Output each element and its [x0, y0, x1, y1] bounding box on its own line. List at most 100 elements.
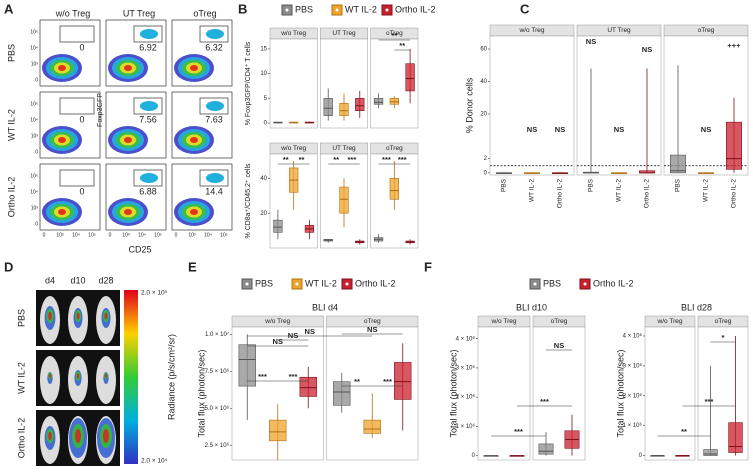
tick-label: 0 — [35, 77, 38, 83]
y-tick-label: 1 × 10⁶ — [623, 422, 643, 429]
facet-title: w/o Treg — [519, 27, 545, 34]
density — [190, 209, 198, 215]
y-tick-label: 20 — [260, 211, 267, 217]
legend-label: Ortho IL-2 — [395, 4, 436, 14]
significance: ** — [399, 41, 405, 50]
plot-title: BLI d28 — [681, 302, 712, 312]
box — [703, 449, 718, 456]
significance: ** — [681, 427, 687, 436]
tick-label: 10³ — [188, 232, 196, 238]
box — [333, 381, 351, 406]
y-tick-label: 4 × 10⁶ — [456, 335, 476, 342]
gate-percent: 6.88 — [139, 186, 157, 196]
y-tick-label: 0 — [264, 121, 268, 127]
density — [124, 65, 132, 71]
day-label: d10 — [70, 275, 85, 285]
axis-label: Total flux (photon/sec) — [196, 349, 206, 437]
tick-label: 10⁵ — [88, 232, 96, 238]
facet-title: oTreg — [698, 27, 715, 34]
colorbar-label: Radiance (p/s/cm²/sr) — [166, 334, 176, 420]
legend-dot — [583, 282, 587, 286]
plot-title: BLI d4 — [312, 302, 338, 312]
y-tick-label: 40 — [260, 176, 267, 182]
tick-label: 10⁴ — [72, 232, 80, 238]
box — [323, 98, 333, 116]
x-tick-label: PBS — [675, 178, 682, 192]
colorbar-tick: 2.0 × 10⁴ — [141, 458, 168, 465]
y-tick-label: 10 — [260, 71, 267, 77]
tick-label: 0 — [43, 232, 46, 238]
facet-title: w/o Treg — [264, 318, 290, 325]
gate — [133, 169, 163, 187]
y-tick-label: 5.0 × 10⁶ — [205, 405, 230, 412]
tick-label: 10³ — [31, 133, 39, 139]
gate-percent: 6.32 — [205, 42, 223, 52]
legend-dot — [533, 282, 537, 286]
axis-label: % Donor cells — [464, 77, 474, 133]
legend-dot — [245, 282, 249, 286]
facet-title: w/o Treg — [280, 145, 306, 152]
significance: ** — [354, 377, 360, 386]
significance: NS — [586, 37, 596, 46]
box — [728, 422, 743, 453]
gate — [199, 97, 229, 115]
box — [238, 344, 256, 387]
panel-label: C — [520, 1, 530, 16]
density — [124, 137, 132, 143]
gate — [199, 169, 229, 187]
box — [725, 121, 742, 170]
density — [190, 137, 198, 143]
panel-label: F — [424, 259, 432, 274]
tick-label: 0 — [35, 221, 38, 227]
gate-percent: 14.4 — [205, 186, 223, 196]
significance: NS — [367, 325, 377, 334]
signal — [76, 373, 80, 379]
tick-label: 0 — [35, 149, 38, 155]
box — [394, 362, 412, 400]
box — [669, 154, 686, 174]
box — [373, 98, 384, 105]
column-header: w/o Treg — [55, 8, 91, 18]
tick-label: 10⁵ — [30, 101, 38, 107]
y-tick-label: 1 × 10⁶ — [456, 423, 476, 430]
gate-percent: 0 — [79, 42, 84, 52]
row-label: WT IL-2 — [16, 362, 26, 394]
y-tick-label: 2 — [484, 156, 488, 162]
tick-label: 0 — [175, 232, 178, 238]
gate — [59, 97, 95, 115]
tick-label: 10³ — [31, 61, 39, 67]
gate — [133, 97, 163, 115]
legend-label: WT IL-2 — [305, 278, 337, 288]
legend-label: PBS — [255, 278, 273, 288]
legend-label: PBS — [295, 4, 313, 14]
density — [206, 101, 224, 111]
tick-label: 10⁵ — [30, 173, 38, 179]
tick-label: 10³ — [56, 232, 64, 238]
tick-label: 10⁵ — [30, 29, 38, 35]
signal — [76, 312, 80, 320]
significance: *** — [514, 427, 523, 436]
plot-title: BLI d10 — [516, 302, 547, 312]
significance: NS — [273, 337, 283, 346]
x-tick-label: WT IL-2 — [529, 179, 536, 202]
legend-label: Ortho IL-2 — [355, 278, 396, 288]
legend-dot — [295, 282, 299, 286]
density — [58, 137, 66, 143]
gate-percent: 6.92 — [139, 42, 157, 52]
density — [58, 209, 66, 215]
legend-dot — [385, 8, 389, 12]
box — [405, 63, 415, 92]
tick-label: 10³ — [31, 205, 39, 211]
y-tick-label: 40 — [480, 79, 487, 85]
y-tick-label: 3 × 10⁶ — [623, 362, 643, 369]
facet-title: oTreg — [386, 145, 403, 152]
axis-label: Foxp3GFP — [97, 93, 104, 127]
column-header: UT Treg — [123, 8, 155, 18]
box — [355, 98, 365, 111]
significance: ** — [391, 31, 397, 40]
panel-label: B — [238, 1, 247, 16]
density — [140, 173, 158, 183]
y-tick-label: 0 — [472, 453, 476, 459]
signal — [75, 429, 81, 443]
signal — [49, 373, 51, 379]
